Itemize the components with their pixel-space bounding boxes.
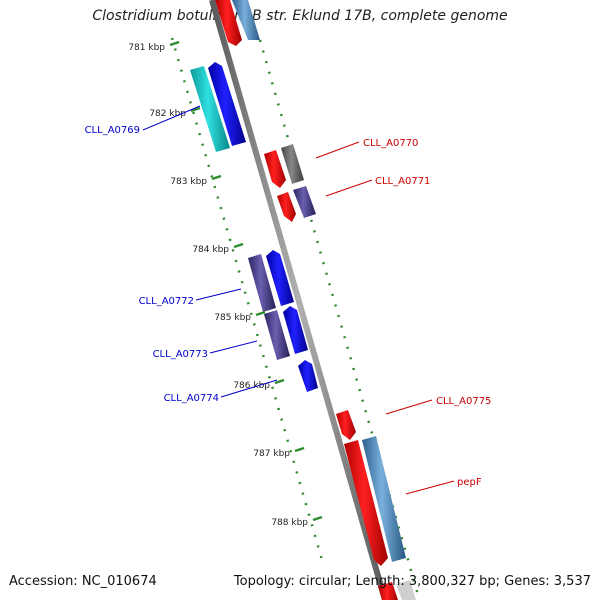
tick-label: 781 kbp xyxy=(128,43,165,53)
tick-label: 785 kbp xyxy=(214,313,251,323)
gene-label-cll-a0771[interactable]: CLL_A0771 xyxy=(375,176,430,187)
gene-label-cll-a0773[interactable]: CLL_A0773 xyxy=(153,349,208,360)
tick-mark xyxy=(294,446,305,453)
tick-label: 787 kbp xyxy=(253,449,290,459)
accession-text: Accession: NC_010674 xyxy=(9,574,157,589)
leader-line-pepf xyxy=(405,480,455,495)
leader-line-cll-a0769 xyxy=(142,105,201,131)
leader-line-cll-a0772 xyxy=(195,288,242,301)
leader-line-cll-a0773 xyxy=(209,340,258,354)
gene-label-cll-a0769[interactable]: CLL_A0769 xyxy=(85,125,140,136)
tick-label: 782 kbp xyxy=(149,109,186,119)
genome-stats-text: Topology: circular; Length: 3,800,327 bp… xyxy=(233,574,591,589)
gene-feature-cll-a0775[interactable] xyxy=(336,410,356,440)
tick-label: 783 kbp xyxy=(170,177,207,187)
gene-feature-cll-a0773[interactable] xyxy=(264,306,308,360)
outer-dotted-ring xyxy=(170,37,324,561)
genome-backbone xyxy=(209,0,388,600)
tick-mark xyxy=(274,378,285,385)
gene-label-pepf[interactable]: pepF xyxy=(457,477,482,488)
gene-feature-cll-a0771[interactable] xyxy=(277,186,316,222)
leader-line-cll-a0771 xyxy=(325,179,373,197)
gene-label-cll-a0775[interactable]: CLL_A0775 xyxy=(436,396,491,407)
tick-mark xyxy=(255,310,266,317)
gene-feature-pepf[interactable] xyxy=(344,436,406,566)
gene-label-cll-a0770[interactable]: CLL_A0770 xyxy=(363,138,418,149)
gene-feature-cll-a0774[interactable] xyxy=(298,360,318,392)
leader-line-cll-a0770 xyxy=(315,141,360,159)
gene-feature-cll-a0770[interactable] xyxy=(264,144,304,188)
partial-feature-top xyxy=(215,0,260,46)
genome-title: Clostridium botulinum B str. Eklund 17B,… xyxy=(92,8,508,24)
gene-feature-cll-a0769[interactable] xyxy=(190,62,246,152)
tick-label: 786 kbp xyxy=(233,381,270,391)
gene-label-cll-a0772[interactable]: CLL_A0772 xyxy=(139,296,194,307)
leader-line-cll-a0774 xyxy=(220,379,278,398)
tick-mark xyxy=(312,515,323,522)
gene-feature-cll-a0772[interactable] xyxy=(248,250,294,312)
partial-feature-bottom xyxy=(378,580,416,600)
tick-mark xyxy=(190,106,201,113)
tick-mark xyxy=(233,242,244,249)
tick-mark xyxy=(211,174,222,181)
leader-line-cll-a0775 xyxy=(385,399,433,415)
tick-label: 788 kbp xyxy=(271,518,308,528)
tick-label: 784 kbp xyxy=(192,245,229,255)
tick-mark xyxy=(169,40,180,47)
gene-label-cll-a0774[interactable]: CLL_A0774 xyxy=(164,393,219,404)
